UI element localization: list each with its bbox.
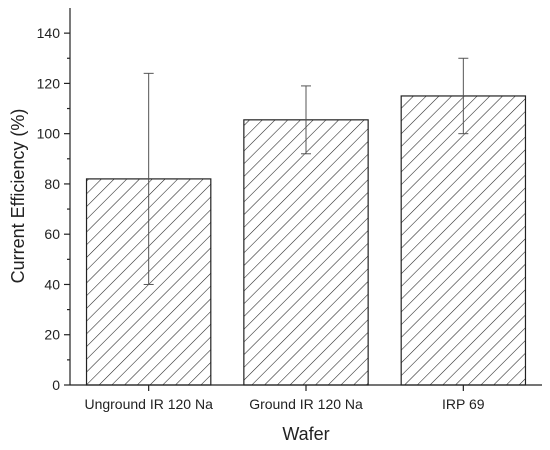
x-tick-label-0: Unground IR 120 Na [84, 396, 213, 412]
x-ticks: Unground IR 120 Na Ground IR 120 Na IRP 69 [84, 385, 485, 412]
error-bars-group [143, 57, 469, 285]
y-tick-label-3: 60 [44, 226, 60, 242]
y-tick-label-6: 120 [37, 75, 61, 91]
y-tick-label-5: 100 [37, 126, 61, 142]
x-axis-title: Wafer [282, 424, 329, 444]
y-tick-label-0: 0 [52, 377, 60, 393]
y-tick-label-2: 40 [44, 276, 60, 292]
y-tick-label-7: 140 [37, 25, 61, 41]
bar-2 [400, 95, 527, 386]
y-axis-title: Current Efficiency (%) [8, 109, 28, 284]
y-tick-label-4: 80 [44, 176, 60, 192]
bar-1 [243, 119, 369, 386]
x-tick-label-2: IRP 69 [442, 396, 485, 412]
y-ticks: 0 20 40 60 80 100 120 140 [37, 25, 70, 393]
x-tick-label-1: Ground IR 120 Na [249, 396, 363, 412]
y-tick-label-1: 20 [44, 327, 60, 343]
